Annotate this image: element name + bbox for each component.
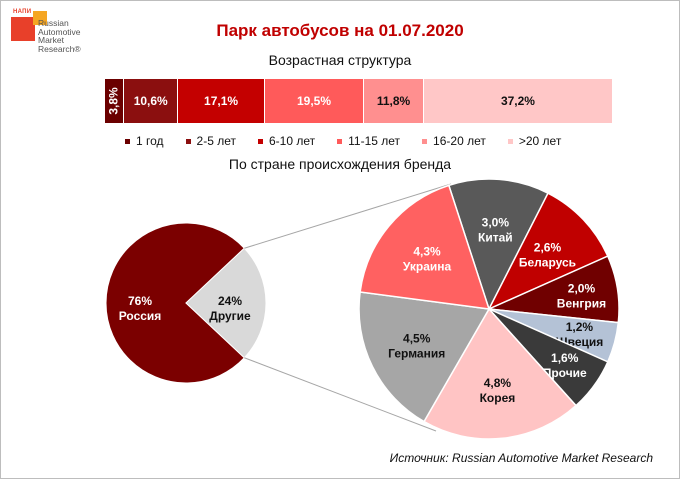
logo-line: Research® — [38, 43, 81, 54]
legend-label: 6-10 лет — [269, 134, 316, 148]
logo-text: Russian Automotive Market Research® — [38, 19, 81, 53]
age-bar-segment: 3,8% — [105, 79, 125, 123]
pie-slice-label: 4,5% — [403, 332, 431, 346]
pie-slice-label: Беларусь — [519, 256, 576, 270]
logo-line: Russian — [38, 18, 69, 28]
legend-item: 11-15 лет — [337, 134, 400, 148]
connector-line — [244, 357, 437, 432]
pie-slice-label: 76% — [128, 294, 152, 308]
pie-slice-label: Венгрия — [557, 296, 606, 310]
pie-slice-label: 4,8% — [484, 376, 512, 390]
logo-top-text: НАПИ — [13, 9, 32, 15]
age-legend: 1 год 2-5 лет 6-10 лет 11-15 лет 16-20 лет >2… — [125, 134, 583, 148]
legend-item: >20 лет — [507, 134, 562, 148]
logo-line: Automotive — [38, 26, 81, 37]
age-bar-label: 17,1% — [204, 94, 239, 108]
age-bar-segment: 19,5% — [265, 79, 365, 123]
legend-swatch — [422, 138, 428, 144]
company-logo: НАПИ Russian Automotive Market Research® — [11, 9, 101, 69]
pie-slice-label: 3,0% — [482, 216, 510, 230]
logo-square-orange — [33, 11, 47, 25]
pie-slice-label: 24% — [218, 294, 242, 308]
pie-slice-label: 1,2% — [566, 320, 594, 334]
brand-subtitle: По стране происхождения бренда — [228, 156, 452, 172]
legend-label: 1 год — [136, 134, 164, 148]
pie-slice-label: 2,6% — [534, 241, 562, 255]
pie-slice — [105, 222, 246, 384]
connector-line — [244, 183, 452, 249]
legend-item: 1 год — [125, 134, 164, 148]
pie-slice-label: Россия — [119, 309, 162, 323]
age-bar-label: 10,6% — [133, 94, 168, 108]
age-bar-label: 19,5% — [297, 94, 332, 108]
pie-slice — [447, 178, 550, 311]
pie-slice — [358, 291, 491, 423]
pie-slice — [185, 247, 267, 359]
pie-slice-label: 1,6% — [551, 351, 579, 365]
pie-slice-label: Китай — [478, 231, 513, 245]
age-bar-label: 37,2% — [500, 94, 535, 108]
source-note: Источник: Russian Automotive Market Rese… — [389, 451, 653, 465]
age-bar-segment: 11,8% — [364, 79, 424, 123]
logo-line: Market — [38, 35, 64, 45]
logo-square-red — [11, 17, 35, 41]
legend-swatch — [258, 138, 263, 144]
legend-swatch — [125, 138, 130, 144]
age-bar-segment: 10,6% — [124, 79, 179, 123]
age-bar-label: 11,8% — [376, 94, 411, 108]
pie-slice-label: Другие — [209, 309, 251, 323]
legend-swatch — [185, 138, 191, 144]
legend-label: 2-5 лет — [196, 134, 236, 148]
legend-label: >20 лет — [518, 134, 562, 148]
age-subtitle: Возрастная структура — [268, 52, 412, 68]
pie-slice-label: 4,3% — [413, 244, 441, 258]
pie-slice-label: Германия — [388, 347, 445, 361]
age-bar-segment: 17,1% — [178, 79, 265, 123]
pie-slice — [359, 184, 491, 310]
age-bar-segment: 37,2% — [423, 79, 613, 123]
pie-slice-label: Корея — [480, 391, 516, 405]
pie-slice-label: 2,0% — [568, 281, 596, 295]
chart-title: Парк автобусов на 01.07.2020 — [216, 21, 464, 40]
legend-item: 16-20 лет — [422, 134, 486, 148]
legend-label: 11-15 лет — [348, 134, 401, 148]
legend-label: 16-20 лет — [433, 134, 486, 148]
legend-item: 2-5 лет — [185, 134, 236, 148]
legend-item: 6-10 лет — [258, 134, 315, 148]
legend-swatch — [507, 138, 513, 144]
pie-slice — [422, 307, 578, 440]
pie-slice — [487, 192, 609, 311]
legend-swatch — [337, 138, 343, 144]
pie-slice-label: Прочие — [543, 366, 587, 380]
pie-slice-label: Украина — [403, 259, 452, 273]
age-stacked-bar: 3,8% 10,6% 17,1% 19,5% 11,8% 37,2% — [105, 79, 613, 123]
